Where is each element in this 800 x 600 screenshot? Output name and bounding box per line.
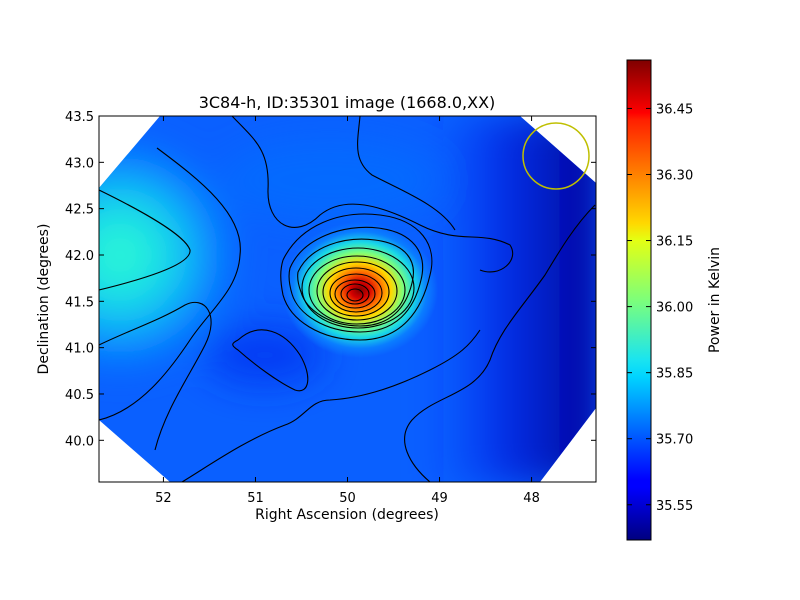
- contour-line: [404, 204, 596, 482]
- heatmap: [99, 116, 596, 482]
- contour-line: [334, 279, 376, 309]
- contour-line: [357, 116, 456, 231]
- colorbar-label: Power in Kelvin: [707, 247, 723, 353]
- contour-line: [316, 261, 398, 321]
- colorbar-tick-label: 35.70: [656, 433, 693, 448]
- x-tick-label: 52: [155, 491, 172, 506]
- x-ticks: 52 51 50 49 48: [155, 116, 540, 506]
- contour-line: [99, 147, 241, 421]
- y-tick-label: 43.0: [65, 156, 94, 171]
- y-ticks: 40.0 40.5 41.0 41.5 42.0 42.5 43.0 43.5: [65, 110, 596, 449]
- contour-line: [99, 302, 212, 451]
- colorbar-tick-label: 36.45: [656, 102, 693, 117]
- x-tick-label: 49: [431, 491, 448, 506]
- contour-line: [280, 213, 433, 341]
- colorbar-tick-label: 35.55: [656, 499, 693, 514]
- colorbar: 35.55 35.70 35.85 36.00 36.15 36.30 36.45 Powe…: [626, 59, 723, 541]
- contour-line: [329, 273, 383, 313]
- colorbar-gradient: [626, 59, 652, 541]
- colorbar-ticks: 35.55 35.70 35.85 36.00 36.15 36.30 36.45: [627, 102, 693, 514]
- colorbar-tick-label: 36.00: [656, 301, 693, 316]
- x-tick-label: 50: [339, 491, 356, 506]
- y-tick-label: 40.0: [65, 434, 94, 449]
- y-axis-label: Declination (degrees): [36, 224, 52, 375]
- contour-line: [99, 189, 191, 291]
- y-tick-label: 41.5: [65, 295, 94, 310]
- contour-line: [181, 329, 481, 482]
- x-tick-label: 48: [523, 491, 540, 506]
- colorbar-tick-label: 36.30: [656, 168, 693, 183]
- contour-line: [346, 288, 364, 302]
- contour-line: [297, 238, 414, 327]
- y-tick-label: 41.0: [65, 342, 94, 357]
- contour-line: [232, 329, 309, 392]
- x-axis-label: Right Ascension (degrees): [255, 507, 439, 523]
- colorbar-tick-label: 35.85: [656, 367, 693, 382]
- beam-circle: [522, 122, 590, 190]
- chart-title: 3C84-h, ID:35301 image (1668.0,XX): [199, 93, 496, 112]
- y-tick-label: 40.5: [65, 388, 94, 403]
- colorbar-tick-label: 36.15: [656, 235, 693, 250]
- contour-line: [308, 255, 406, 325]
- y-tick-label: 42.5: [65, 203, 94, 218]
- y-tick-label: 43.5: [65, 110, 94, 125]
- contour-line: [322, 267, 390, 317]
- contours: [99, 116, 596, 482]
- contour-line: [301, 247, 415, 329]
- y-tick-label: 42.0: [65, 249, 94, 264]
- contour-line: [288, 226, 424, 333]
- contour-line: [231, 116, 514, 273]
- contour-line: [340, 283, 370, 305]
- x-tick-label: 51: [247, 491, 264, 506]
